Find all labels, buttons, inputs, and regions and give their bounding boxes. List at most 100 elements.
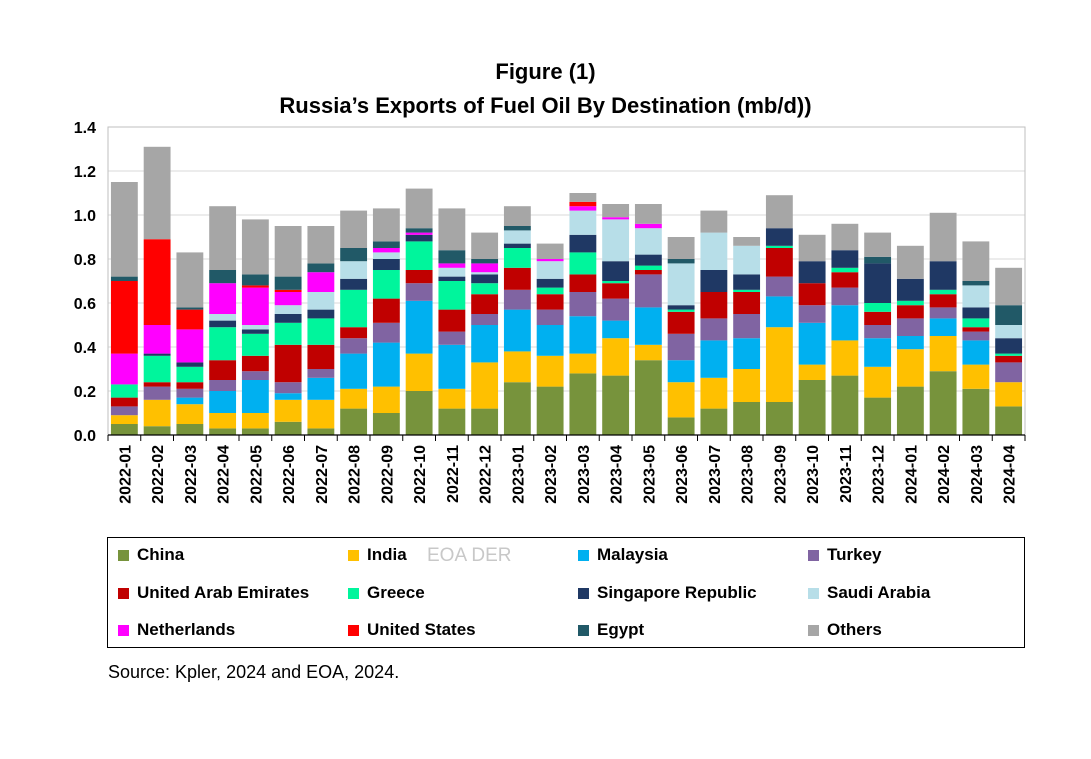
bar-segment bbox=[110, 182, 138, 277]
bar-segment bbox=[209, 206, 237, 270]
bar-segment bbox=[667, 333, 695, 361]
bar-segment bbox=[438, 281, 466, 310]
bar-segment bbox=[634, 274, 662, 308]
bar-segment bbox=[536, 325, 564, 356]
bar-segment bbox=[471, 263, 499, 273]
bar-segment bbox=[995, 382, 1023, 407]
y-tick-label: 0.8 bbox=[74, 252, 96, 269]
legend-label: Saudi Arabia bbox=[827, 583, 931, 602]
bar-segment bbox=[634, 307, 662, 345]
bar-segment bbox=[700, 270, 728, 292]
legend-item: Greece bbox=[348, 582, 425, 604]
bar-segment bbox=[995, 353, 1023, 356]
bar-segment bbox=[503, 382, 531, 435]
bar-segment bbox=[602, 281, 630, 284]
bar-segment bbox=[340, 210, 368, 248]
bar-segment bbox=[995, 325, 1023, 339]
bar-segment bbox=[503, 309, 531, 352]
bar-segment bbox=[176, 362, 204, 367]
bar-segment bbox=[733, 402, 761, 435]
bar-segment bbox=[569, 252, 597, 275]
bar-segment bbox=[438, 276, 466, 281]
bar-segment bbox=[307, 318, 335, 345]
bar-segment bbox=[765, 402, 793, 435]
y-tick-label: 0.0 bbox=[74, 428, 96, 445]
bar-segment bbox=[896, 245, 924, 279]
bar-segment bbox=[569, 373, 597, 435]
bar-segment bbox=[405, 270, 433, 284]
bar-segment bbox=[438, 267, 466, 277]
bar-segment bbox=[929, 261, 957, 290]
bar-segment bbox=[241, 219, 269, 275]
bar-segment bbox=[765, 248, 793, 277]
bar-segment bbox=[176, 404, 204, 424]
bar-segment bbox=[700, 340, 728, 378]
bar-segment bbox=[241, 287, 269, 325]
bar-segment bbox=[209, 320, 237, 328]
x-tick-label: 2022-05 bbox=[248, 445, 265, 504]
bar-segment bbox=[962, 307, 990, 319]
bar-segment bbox=[634, 204, 662, 224]
bar-segment bbox=[569, 193, 597, 202]
bar-segment bbox=[340, 353, 368, 389]
bar-segment bbox=[340, 338, 368, 354]
bar-segment bbox=[143, 386, 171, 400]
bar-segment bbox=[372, 259, 400, 270]
bar-segment bbox=[176, 366, 204, 383]
bar-segment bbox=[110, 424, 138, 435]
legend-label: Malaysia bbox=[597, 545, 668, 564]
bar-segment bbox=[274, 382, 302, 394]
bar-segment bbox=[274, 289, 302, 292]
legend-item: India bbox=[348, 544, 407, 566]
bar-segment bbox=[372, 298, 400, 323]
bar-segment bbox=[110, 281, 138, 354]
bar-segment bbox=[176, 388, 204, 398]
bar-segment bbox=[864, 338, 892, 367]
bar-segment bbox=[765, 228, 793, 246]
bar-segment bbox=[438, 331, 466, 345]
legend-swatch bbox=[348, 549, 359, 561]
bar-segment bbox=[307, 272, 335, 292]
bar-segment bbox=[896, 305, 924, 319]
bar-segment bbox=[831, 287, 859, 306]
bar-segment bbox=[241, 413, 269, 429]
bar-segment bbox=[667, 259, 695, 264]
bar-segment bbox=[569, 201, 597, 207]
bar-segment bbox=[962, 331, 990, 341]
bar-segment bbox=[405, 232, 433, 235]
bar-segment bbox=[274, 322, 302, 345]
legend-swatch bbox=[118, 549, 129, 561]
bar-segment bbox=[602, 298, 630, 321]
x-tick-label: 2024-04 bbox=[1002, 445, 1019, 504]
x-tick-label: 2024-02 bbox=[936, 445, 953, 504]
bar-segment bbox=[798, 283, 826, 306]
bar-segment bbox=[995, 406, 1023, 435]
bar-segment bbox=[798, 322, 826, 365]
bar-segment bbox=[962, 285, 990, 308]
bar-segment bbox=[733, 314, 761, 339]
bar-segment bbox=[896, 349, 924, 387]
bar-segment bbox=[209, 380, 237, 391]
bar-segment bbox=[143, 355, 171, 383]
bar-segment bbox=[405, 300, 433, 354]
bar-segment bbox=[176, 252, 204, 308]
legend-label: Greece bbox=[367, 583, 425, 602]
bar-segment bbox=[569, 210, 597, 235]
bar-segment bbox=[667, 237, 695, 259]
bar-segment bbox=[765, 296, 793, 328]
bar-segment bbox=[143, 325, 171, 354]
x-tick-label: 2023-12 bbox=[871, 445, 888, 504]
x-tick-label: 2023-07 bbox=[707, 445, 724, 504]
bar-segment bbox=[274, 276, 302, 290]
bar-segment bbox=[209, 360, 237, 380]
x-tick-label: 2024-03 bbox=[969, 445, 986, 504]
x-tick-label: 2023-09 bbox=[772, 445, 789, 504]
bar-segment bbox=[438, 388, 466, 409]
bar-segment bbox=[176, 309, 204, 330]
bar-segment bbox=[438, 250, 466, 264]
bar-segment bbox=[372, 248, 400, 253]
legend-item: Singapore Republic bbox=[578, 582, 757, 604]
bar-segment bbox=[143, 353, 171, 356]
x-tick-label: 2023-10 bbox=[805, 445, 822, 504]
bar-segment bbox=[340, 261, 368, 279]
